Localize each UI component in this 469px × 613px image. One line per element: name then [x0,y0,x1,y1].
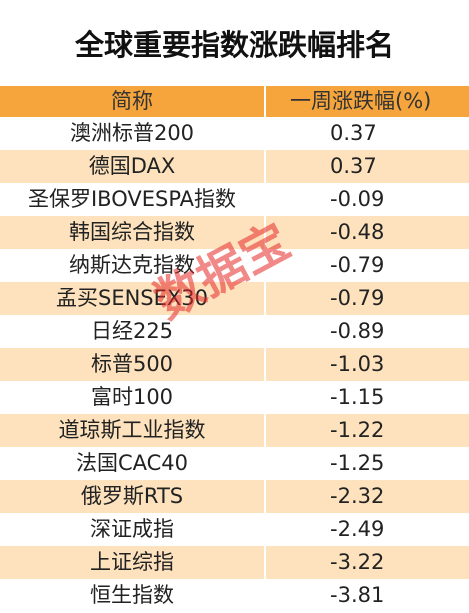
change-cell: 0.37 [330,121,377,145]
change-cell: -0.79 [330,253,385,277]
table: 简称 一周涨跌幅(%) 澳洲标普200 0.37 德国DAX 0.37 圣保罗IBOVESP… [0,86,469,612]
table-row: 日经225 -0.89 [0,315,469,348]
change-cell: -1.15 [330,385,385,409]
change-cell: -2.49 [330,517,385,541]
name-cell: 澳洲标普200 [0,117,266,150]
change-cell: -0.09 [330,187,385,211]
change-cell: 0.37 [330,154,377,178]
change-cell: -2.32 [330,484,385,508]
table-row: 澳洲标普200 0.37 [0,117,469,150]
name-cell: 孟买SENSEX30 [0,282,266,315]
title: 全球重要指数涨跌幅排名 [74,28,394,62]
name-cell: 上证综指 [0,546,266,579]
name-cell: 韩国综合指数 [0,216,266,249]
change-cell: -3.22 [330,550,385,574]
name-cell: 法国CAC40 [0,447,266,480]
change-cell: -1.22 [330,418,385,442]
name-cell: 深证成指 [0,513,266,546]
change-cell: -3.81 [330,583,385,607]
change-cell: -0.48 [330,220,385,244]
table-row: 圣保罗IBOVESPA指数 -0.09 [0,183,469,216]
name-cell: 恒生指数 [0,579,266,612]
table-row: 孟买SENSEX30 -0.79 [0,282,469,315]
name-cell: 俄罗斯RTS [0,480,266,513]
table-row: 德国DAX 0.37 [0,150,469,183]
name-cell: 圣保罗IBOVESPA指数 [0,183,266,216]
table-row: 深证成指 -2.49 [0,513,469,546]
table-row: 恒生指数 -3.81 [0,579,469,612]
table-row: 道琼斯工业指数 -1.22 [0,414,469,447]
name-cell: 德国DAX [0,150,266,183]
change-cell: -1.03 [330,352,385,376]
name-cell: 道琼斯工业指数 [0,414,266,447]
change-cell: -0.79 [330,286,385,310]
table-row: 纳斯达克指数 -0.79 [0,249,469,282]
name-cell: 富时100 [0,381,266,414]
table-row: 俄罗斯RTS -2.32 [0,480,469,513]
table-row: 标普500 -1.03 [0,348,469,381]
header-cell: 一周涨跌幅(%) [290,89,432,113]
table-row: 法国CAC40 -1.25 [0,447,469,480]
header-cell: 简称 [0,86,266,117]
name-cell: 纳斯达克指数 [0,249,266,282]
table-row: 韩国综合指数 -0.48 [0,216,469,249]
name-cell: 标普500 [0,348,266,381]
header-row: 简称 一周涨跌幅(%) [0,86,469,117]
table-row: 上证综指 -3.22 [0,546,469,579]
change-cell: -1.25 [330,451,385,475]
name-cell: 日经225 [0,315,266,348]
table-row: 富时100 -1.15 [0,381,469,414]
change-cell: -0.89 [330,319,385,343]
